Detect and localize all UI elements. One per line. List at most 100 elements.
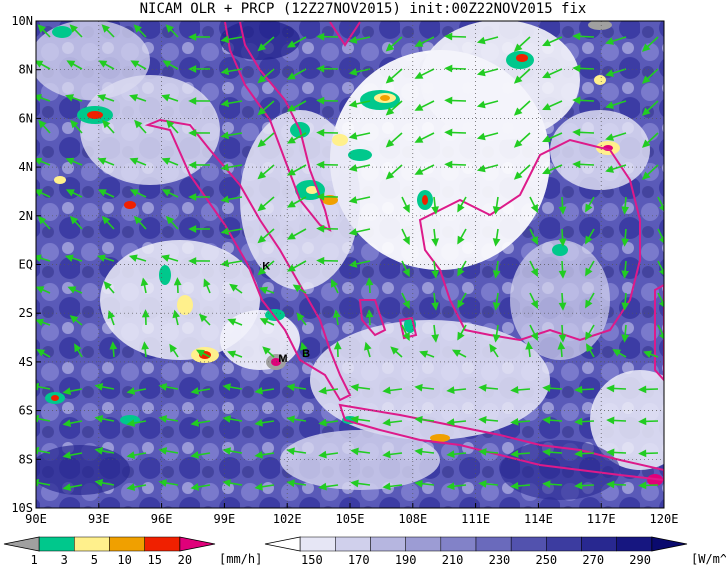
wind-arrow	[350, 447, 371, 456]
wind-arrow	[257, 228, 275, 244]
wind-arrow	[348, 100, 371, 108]
colorbar-label: 1	[31, 553, 38, 567]
wind-arrow	[128, 254, 147, 262]
wind-arrow	[286, 415, 307, 424]
wind-arrow	[300, 341, 308, 358]
wind-arrow	[222, 447, 243, 455]
wind-arrow	[513, 132, 531, 148]
malay-peninsula-coastline	[224, 21, 332, 232]
wind-arrow	[318, 482, 339, 491]
wind-arrow	[94, 415, 115, 423]
wind-arrow	[286, 447, 307, 456]
wind-arrow	[37, 215, 51, 230]
colorbar-arrow-right	[651, 536, 688, 552]
wind-arrow	[444, 160, 467, 169]
wind-arrow	[286, 36, 307, 48]
colorbar-swatch	[405, 536, 442, 552]
wind-arrow	[296, 312, 307, 326]
wind-arrow	[414, 447, 435, 456]
map-field	[36, 21, 664, 508]
wind-arrow	[542, 384, 563, 393]
wind-arrow	[641, 68, 659, 84]
wind-arrow	[657, 260, 664, 276]
wind-arrow	[529, 228, 538, 245]
wind-arrow	[62, 483, 83, 492]
wind-arrow	[574, 417, 595, 426]
wind-arrow	[286, 383, 307, 392]
wind-arrow	[129, 189, 147, 198]
coastlines	[144, 21, 664, 482]
colorbar-swatch	[109, 536, 145, 552]
y-tick-label: 6S	[19, 404, 33, 418]
wind-arrow	[195, 349, 211, 358]
wind-arrow	[227, 350, 243, 358]
wind-arrow	[292, 284, 307, 294]
y-tick-label: 8N	[19, 63, 33, 77]
wind-arrow	[643, 350, 659, 358]
wind-arrow	[318, 418, 339, 427]
wind-arrow	[431, 324, 439, 343]
wind-arrow	[96, 254, 115, 262]
wind-arrow	[173, 277, 182, 294]
wind-arrow	[638, 385, 659, 394]
wind-arrow	[227, 318, 243, 326]
wind-arrow	[621, 228, 630, 247]
wind-arrow	[492, 324, 501, 343]
wind-arrow	[257, 36, 275, 52]
wind-vectors	[36, 24, 664, 492]
wind-arrow	[558, 260, 567, 279]
wind-arrow	[220, 259, 243, 268]
bangka-coastline	[358, 299, 387, 337]
wind-arrow	[542, 164, 563, 175]
wind-arrow	[62, 451, 83, 460]
wind-arrow	[257, 196, 275, 212]
y-tick-label: 2S	[19, 306, 33, 320]
wind-arrow	[382, 386, 403, 395]
wind-arrow	[529, 324, 538, 341]
wind-arrow	[542, 100, 563, 111]
wind-arrow	[557, 341, 566, 358]
wind-arrow	[190, 483, 211, 491]
wind-arrow	[36, 446, 51, 455]
wind-arrow	[166, 119, 179, 134]
colorbar-swatch	[370, 536, 406, 552]
y-tick-label: 4S	[19, 355, 33, 369]
wind-arrow	[606, 384, 627, 393]
wind-arrow	[572, 160, 595, 169]
wind-arrow	[542, 132, 563, 143]
wind-arrow	[657, 292, 664, 308]
wind-arrow	[444, 128, 467, 137]
wind-arrow	[188, 97, 211, 105]
wind-arrow	[431, 260, 439, 279]
wind-arrow	[621, 196, 630, 215]
wind-arrow	[605, 100, 627, 109]
colorbar-label: 250	[535, 553, 557, 567]
wind-arrow	[188, 65, 211, 73]
wind-arrow	[606, 448, 627, 457]
wind-arrow	[190, 387, 211, 395]
wind-arrow	[605, 36, 627, 45]
wind-arrow	[97, 94, 115, 102]
wind-arrow	[572, 32, 595, 41]
wind-arrow	[316, 256, 339, 265]
wind-arrow	[348, 228, 371, 236]
colorbar-swatch	[38, 536, 75, 552]
wind-arrow	[457, 292, 467, 309]
wind-arrow	[160, 254, 179, 262]
wind-arrow	[97, 157, 115, 166]
wind-arrow	[94, 479, 115, 487]
x-tick-label: 108E	[398, 512, 427, 526]
colorbar-label: 15	[147, 553, 161, 567]
x-tick-label: 120E	[650, 512, 679, 526]
wind-arrow	[510, 386, 531, 394]
wind-arrow	[542, 448, 563, 457]
colorbar-label: 190	[395, 553, 417, 567]
sulawesi-coastline	[654, 283, 664, 382]
x-tick-label: 93E	[88, 512, 110, 526]
wind-arrow	[476, 36, 499, 45]
wind-arrow	[641, 164, 659, 180]
wind-arrow	[129, 94, 147, 102]
wind-arrow	[385, 68, 403, 84]
wind-arrow	[126, 483, 147, 491]
